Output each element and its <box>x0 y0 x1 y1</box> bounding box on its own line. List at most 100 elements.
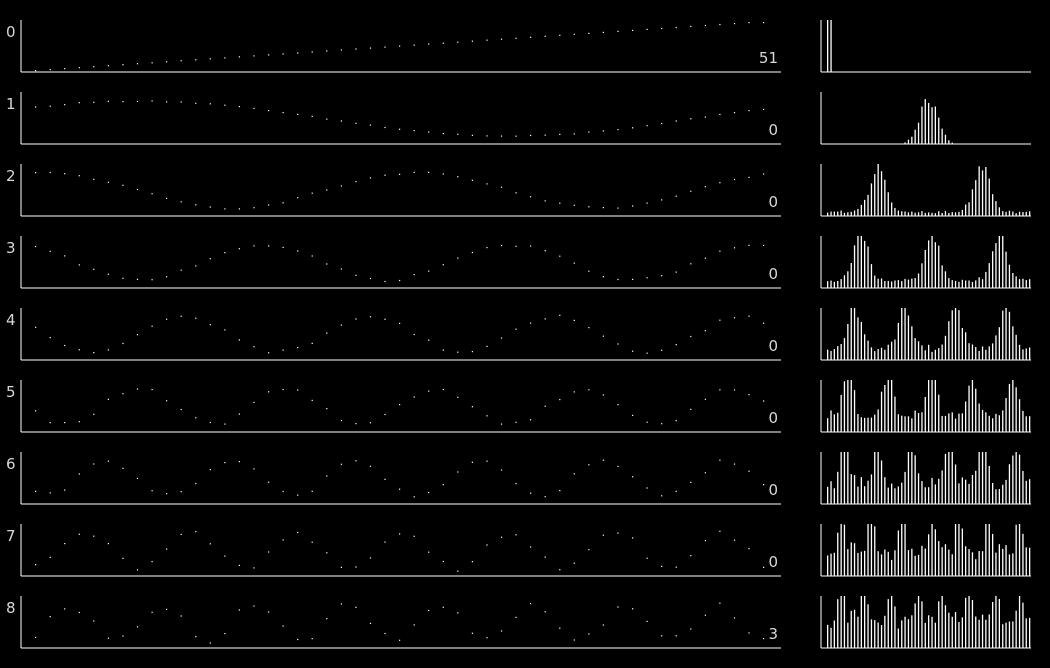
data-point <box>617 129 619 131</box>
data-point <box>719 319 721 321</box>
data-point <box>282 625 284 627</box>
row-label: 4 <box>6 311 16 329</box>
spectrum-bar <box>894 207 896 216</box>
spectrum-bar <box>1029 347 1031 360</box>
spectrum-bar <box>978 619 980 648</box>
data-point <box>661 27 663 30</box>
data-point <box>340 324 342 326</box>
row-value: 3 <box>768 625 778 643</box>
data-point <box>64 543 66 545</box>
data-point <box>442 484 444 486</box>
data-point <box>93 535 95 537</box>
data-point <box>588 270 590 272</box>
spectrum-bar <box>931 212 933 216</box>
spectrum-bar <box>914 212 916 216</box>
spectrum-bar <box>1008 210 1011 216</box>
spectrum-bar <box>965 332 967 360</box>
data-point <box>49 492 51 494</box>
data-point <box>602 624 604 626</box>
spectrum-bar <box>867 417 869 432</box>
data-point <box>297 494 299 496</box>
data-point <box>442 349 444 351</box>
spectrum-bar <box>954 280 957 288</box>
spectrum-bar <box>904 142 906 144</box>
data-point <box>544 200 546 202</box>
data-point <box>559 133 561 135</box>
data-point <box>719 530 721 532</box>
data-point <box>340 185 342 187</box>
data-point <box>78 175 80 177</box>
data-point <box>93 620 95 622</box>
spectrum-bar <box>1022 602 1024 648</box>
spectrum-bar <box>992 533 994 576</box>
spectrum-bar <box>941 596 943 648</box>
spectrum-bar <box>1029 416 1031 432</box>
spectrum-bar <box>887 551 889 576</box>
spectrum-bar <box>907 279 910 288</box>
spectrum-bar <box>951 142 953 144</box>
data-point <box>457 351 459 353</box>
panel-row: 20 <box>6 164 1031 217</box>
data-point <box>733 178 736 181</box>
spectrum-bar <box>867 340 869 360</box>
spectrum-bar <box>887 280 889 288</box>
spectrum-bar <box>857 208 859 216</box>
spectrum-bar <box>847 324 849 360</box>
spectrum-bar <box>988 178 990 216</box>
data-point <box>355 48 357 50</box>
spectrum-bar <box>877 551 879 576</box>
spectrum-bar <box>995 335 997 360</box>
data-point <box>559 314 561 316</box>
data-point <box>78 264 80 266</box>
spectrum-bar <box>901 620 903 648</box>
data-point <box>632 205 634 207</box>
spectrum-bar <box>954 612 957 648</box>
spectrum-bar <box>877 164 879 216</box>
spectrum-bar <box>948 612 950 648</box>
spectrum-bar <box>897 486 899 504</box>
data-point <box>35 564 37 566</box>
data-point <box>326 189 328 191</box>
spectrum-bar <box>850 610 852 648</box>
data-point <box>64 489 66 491</box>
data-point <box>457 612 459 614</box>
data-point <box>151 193 153 195</box>
spectrum-bar <box>985 167 987 216</box>
row-label: 2 <box>6 167 16 185</box>
spectrum-bar <box>857 552 859 576</box>
data-point <box>122 101 124 103</box>
spectrum-bar <box>998 207 1000 216</box>
data-point <box>355 318 357 320</box>
data-point <box>151 279 153 281</box>
spectrum-bar <box>867 194 869 216</box>
data-point <box>661 565 663 567</box>
data-point <box>675 566 677 568</box>
spectrum-bar <box>968 343 970 360</box>
data-point <box>544 250 546 252</box>
data-point <box>646 620 648 622</box>
spectrum-bar <box>1012 621 1014 648</box>
data-point <box>661 122 663 125</box>
spectrum-bar <box>1005 479 1007 504</box>
data-point <box>268 481 270 483</box>
data-point <box>195 531 197 533</box>
data-point <box>544 35 546 37</box>
spectrum-bar <box>1022 278 1024 288</box>
spectrum-bar <box>880 347 883 360</box>
data-point <box>355 274 357 276</box>
data-point <box>224 555 226 557</box>
data-point <box>442 173 444 175</box>
spectrum-bar <box>975 388 977 432</box>
spectrum-bar <box>1012 326 1014 360</box>
data-point <box>573 473 575 475</box>
data-point <box>690 408 692 410</box>
data-point <box>384 541 386 543</box>
spectrum-bar <box>948 549 950 576</box>
data-point <box>690 25 692 28</box>
data-point <box>690 335 692 338</box>
data-point <box>399 173 401 175</box>
data-point <box>661 275 663 277</box>
spectrum-bar <box>1029 547 1031 576</box>
spectrum-bar <box>911 452 913 504</box>
spectrum-bar <box>1022 471 1024 504</box>
